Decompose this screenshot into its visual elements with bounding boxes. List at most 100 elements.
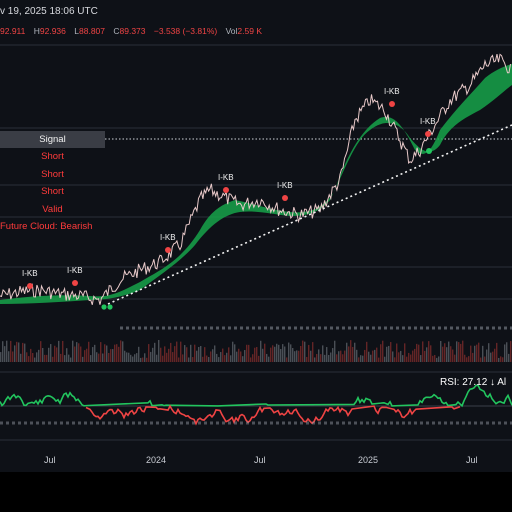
volume-bar — [102, 353, 104, 362]
volume-bar — [378, 357, 380, 362]
volume-bar — [154, 342, 156, 362]
signal-row: Short — [41, 151, 64, 162]
volume-bar — [64, 355, 66, 362]
volume-bar — [192, 357, 194, 362]
volume-bar — [498, 357, 500, 362]
volume-bar — [368, 351, 370, 362]
volume-bar — [62, 340, 64, 362]
volume-bar — [4, 346, 6, 362]
volume-bar — [224, 355, 226, 362]
volume-bar — [116, 344, 118, 362]
signal-marker-label: I-KB — [67, 266, 83, 275]
volume-bar — [24, 343, 26, 362]
volume-bar — [264, 343, 266, 362]
volume-bar — [160, 347, 162, 362]
open-value: 92.911 — [0, 26, 26, 36]
volume-bar — [496, 342, 498, 362]
volume-bar — [40, 341, 42, 362]
volume-bar — [472, 352, 474, 362]
volume-bar — [444, 343, 446, 362]
volume-bar — [506, 342, 508, 362]
signal-marker-label: I-KB — [218, 173, 234, 182]
volume-bar — [68, 354, 70, 362]
trendline — [107, 124, 512, 305]
volume-bar — [464, 354, 466, 362]
volume-bar — [504, 344, 506, 362]
volume-bar — [358, 357, 360, 362]
volume-bar — [362, 355, 364, 362]
volume-bar — [176, 341, 178, 362]
price-line — [0, 53, 511, 305]
volume-bar — [78, 343, 80, 362]
volume-bar — [442, 346, 444, 362]
volume-bar — [418, 344, 420, 362]
x-label-2025: 2025 — [358, 455, 378, 465]
signal-marker-label: I-KB — [420, 117, 436, 126]
volume-bar — [480, 357, 482, 362]
volume-bar — [276, 343, 278, 362]
volume-bar — [266, 353, 268, 362]
volume-bar — [478, 342, 480, 362]
volume-bar — [158, 340, 160, 362]
volume-bar — [396, 343, 398, 362]
volume-bar — [10, 340, 12, 362]
volume-bar — [44, 354, 46, 362]
volume-bar — [202, 356, 204, 362]
volume-bar — [148, 344, 150, 362]
volume-bar — [330, 352, 332, 362]
volume-bar — [86, 348, 88, 362]
volume-bar — [460, 343, 462, 362]
volume-bar — [300, 345, 302, 362]
volume-bar — [84, 350, 86, 362]
volume-bar — [410, 354, 412, 362]
volume-bar — [232, 341, 234, 362]
volume-bar — [272, 345, 274, 362]
volume-bar — [38, 349, 40, 362]
volume-bar — [440, 340, 442, 362]
volume-bar — [388, 345, 390, 362]
volume-bar — [6, 340, 8, 362]
volume-bar — [342, 354, 344, 362]
volume-bar — [282, 344, 284, 362]
signal-marker-dot — [223, 187, 229, 193]
volume-bar — [106, 345, 108, 362]
low-value: 88.807 — [79, 26, 105, 36]
volume-bar — [452, 349, 454, 362]
volume-bar — [382, 340, 384, 362]
rsi-line — [0, 384, 512, 408]
volume-bar — [380, 344, 382, 362]
volume-bar — [36, 352, 38, 362]
volume-bar — [94, 344, 96, 362]
volume-bar — [454, 354, 456, 362]
volume-bar — [486, 349, 488, 362]
volume-bar — [436, 357, 438, 362]
volume-bar — [208, 357, 210, 362]
volume-bar — [42, 347, 44, 362]
volume-bar — [28, 356, 30, 362]
volume-bar — [280, 349, 282, 362]
volume-bar — [288, 342, 290, 362]
volume-bar — [196, 350, 198, 362]
x-label-jul-1: Jul — [44, 455, 56, 465]
volume-bar — [2, 341, 4, 362]
volume-bar — [166, 352, 168, 362]
volume-bar — [326, 347, 328, 362]
volume-bar — [306, 356, 308, 362]
volume-bar — [340, 350, 342, 362]
volume-bar — [188, 357, 190, 362]
volume-bar — [130, 354, 132, 362]
volume-bar — [424, 350, 426, 362]
volume-bar — [152, 347, 154, 362]
volume-bar — [502, 357, 504, 362]
volume-bar — [492, 351, 494, 362]
volume-bar — [100, 342, 102, 362]
volume-bar — [206, 355, 208, 362]
volume-bar — [214, 345, 216, 362]
volume-bar — [96, 352, 98, 362]
volume-bar — [318, 349, 320, 362]
volume-bar — [12, 351, 14, 362]
volume-bar — [260, 340, 262, 362]
volume-bar — [112, 349, 114, 362]
